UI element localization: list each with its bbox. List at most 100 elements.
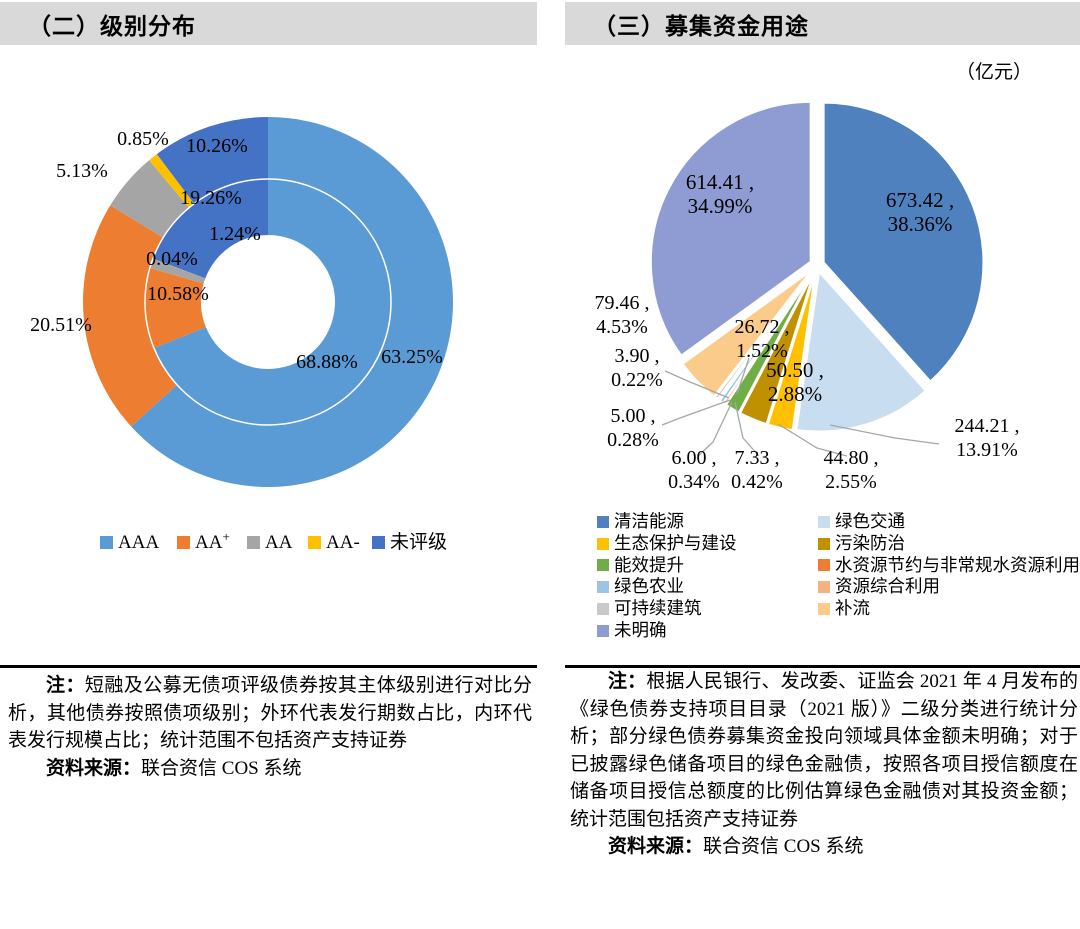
legend-label: 绿色农业 <box>614 576 684 597</box>
inner-ring-data-label: 0.04% <box>146 248 198 270</box>
label-leader-line <box>829 424 940 445</box>
fund-legend-item-污染防治: 污染防治 <box>818 533 1080 555</box>
pie-data-label-可持续建筑: 6.00 , 0.34% <box>668 447 720 493</box>
donut-outer-slice-AAA <box>131 117 453 487</box>
donut-inner-slice-未评级 <box>152 179 268 279</box>
rating-legend-item-AA: AA <box>247 532 293 553</box>
note-proceeds-source: 资料来源：联合资信 COS 系统 <box>608 836 864 857</box>
donut-inner-slice-AA+ <box>145 267 206 349</box>
note-rating-source: 资料来源：联合资信 COS 系统 <box>46 757 302 779</box>
legend-label: 绿色交通 <box>835 511 905 531</box>
outer-ring-data-label: 63.25% <box>381 346 443 368</box>
fund-legend-item-可持续建筑: 可持续建筑 <box>597 598 818 620</box>
legend-swatch <box>818 603 830 616</box>
legend-swatch <box>597 515 609 528</box>
legend-swatch <box>597 624 609 637</box>
legend-label: 清洁能源 <box>614 511 684 531</box>
ring-separator <box>144 178 392 426</box>
outer-ring-data-label: 5.13% <box>56 160 108 182</box>
legend-label: 未评级 <box>390 531 447 553</box>
legend-label: 可持续建筑 <box>614 598 702 619</box>
section-title-bar-proceeds: （三）募集资金用途 <box>565 2 1080 45</box>
pie-data-label-未明确: 614.41 , 34.99% <box>686 170 754 218</box>
divider-line-left <box>0 665 537 668</box>
legend-column: 清洁能源 生态保护与建设 能效提升 绿色农业 可持续建筑 未明确 <box>597 511 818 642</box>
outer-ring-data-label: 20.51% <box>30 314 92 336</box>
legend-label: 水资源节约与非常规水资源利用 <box>835 554 1080 575</box>
section-title-proceeds: （三）募集资金用途 <box>593 13 809 40</box>
label-leader-line <box>664 370 730 399</box>
inner-ring-data-label: 68.88% <box>296 351 358 373</box>
legend-swatch <box>247 536 260 549</box>
inner-ring-data-label: 19.26% <box>180 187 242 209</box>
legend-label: AA- <box>326 532 360 553</box>
fund-legend-item-补流: 补流 <box>818 598 1080 620</box>
outer-ring-data-label: 0.85% <box>117 128 169 150</box>
label-leader-line <box>661 399 731 426</box>
legend-label: 能效提升 <box>614 554 684 575</box>
fund-legend-item-绿色交通: 绿色交通 <box>818 511 1080 533</box>
pie-slice-补流 <box>681 268 814 398</box>
legend-label: AA <box>265 532 293 553</box>
pie-slice-未明确 <box>649 100 812 357</box>
legend-swatch <box>597 603 609 616</box>
rating-legend-item-未评级: 未评级 <box>372 531 447 553</box>
rating-legend-item-AA-: AA- <box>308 532 360 553</box>
note-proceeds: 注：根据人民银行、发改委、证监会 2021 年 4 月发布的《绿色债券支持项目目… <box>570 668 1078 861</box>
legend-swatch <box>818 515 830 528</box>
pie-data-label-能效提升: 26.72 , 1.52% <box>735 316 790 362</box>
rating-legend-item-AA+: AA+ <box>177 529 230 553</box>
donut-outer-slice-AA+ <box>82 205 178 427</box>
legend-swatch <box>597 559 609 572</box>
fund-usage-pie-chart: （亿元） 673.42 , 38.36% 244.21 , 13.91% 44.80 ,2… <box>595 61 1033 493</box>
legend-label: 生态保护与建设 <box>614 532 737 553</box>
legend-swatch <box>818 537 830 550</box>
label-leader-line <box>777 423 848 457</box>
donut-inner-slice-AA <box>149 258 206 284</box>
divider-line-right <box>565 665 1080 668</box>
legend-swatch <box>100 536 113 549</box>
fund-legend-item-清洁能源: 清洁能源 <box>597 511 818 533</box>
fund-legend-item-未明确: 未明确 <box>597 620 818 642</box>
donut-inner-slice-AAA <box>153 179 392 426</box>
legend-label: 资源综合利用 <box>835 576 940 597</box>
section-title-rating: （二）级别分布 <box>28 13 196 40</box>
legend-column: 绿色交通 污染防治 水资源节约与非常规水资源利用 资源综合利用 补流 <box>818 511 1080 642</box>
legend-swatch <box>308 536 321 549</box>
rating-distribution-donut-chart: 63.25% 20.51% 5.13% 0.85% 10.26% 68.88% 10.58%… <box>30 117 453 553</box>
legend-label: 未明确 <box>614 619 667 640</box>
label-leader-line <box>697 401 733 457</box>
note-rating-text: 注：短融及公募无债项评级债券按其主体级别进行对比分析，其他债券按照债项级别；外环… <box>8 675 532 751</box>
outer-ring-data-label: 10.26% <box>186 135 248 157</box>
legend-swatch <box>177 536 190 549</box>
legend-label: AAA <box>118 532 159 553</box>
label-leader-line <box>734 401 760 457</box>
pie-data-label-清洁能源: 673.42 , 38.36% <box>886 188 954 236</box>
unit-label: （亿元） <box>956 61 1032 83</box>
section-title-bar-rating: （二）级别分布 <box>0 2 537 45</box>
fund-legend-item-能效提升: 能效提升 <box>597 555 818 577</box>
pie-slice-清洁能源 <box>822 101 985 383</box>
legend-swatch <box>597 537 609 550</box>
pie-data-label-补流: 79.46 , 4.53% <box>595 292 650 338</box>
fund-legend-item-水资源节约与非常规水资源利用: 水资源节约与非常规水资源利用 <box>818 555 1080 577</box>
legend-swatch <box>818 559 830 572</box>
donut-outer-slice-AA <box>110 160 189 238</box>
pie-slice-绿色交通 <box>795 270 927 433</box>
legend-label: AA+ <box>195 529 230 553</box>
pie-slice-生态保护与建设 <box>766 270 817 432</box>
pie-data-label-资源综合利用: 3.90 , 0.22% <box>611 345 663 391</box>
legend-swatch <box>597 581 609 594</box>
pie-data-label-绿色交通: 244.21 , 13.91% <box>955 415 1020 461</box>
legend-label: 污染防治 <box>835 532 905 553</box>
fund-usage-legend: 清洁能源 生态保护与建设 能效提升 绿色农业 可持续建筑 未明确 绿色交通 污染防治 水资源节约… <box>597 511 1080 642</box>
legend-swatch <box>818 581 830 594</box>
note-rating: 注：短融及公募无债项评级债券按其主体级别进行对比分析，其他债券按照债项级别；外环… <box>8 672 532 782</box>
fund-legend-item-资源综合利用: 资源综合利用 <box>818 576 1080 598</box>
rating-legend-item-AAA: AAA <box>100 532 159 553</box>
pie-data-label-水资源节约与非常规水资源利用: 5.00 , 0.28% <box>607 405 659 451</box>
pie-data-label-污染防治: 50.50 , 2.88% <box>766 358 824 406</box>
label-leader-line <box>736 357 750 395</box>
pie-data-label-生态保护与建设: 44.80 , 2.55% <box>824 447 879 493</box>
